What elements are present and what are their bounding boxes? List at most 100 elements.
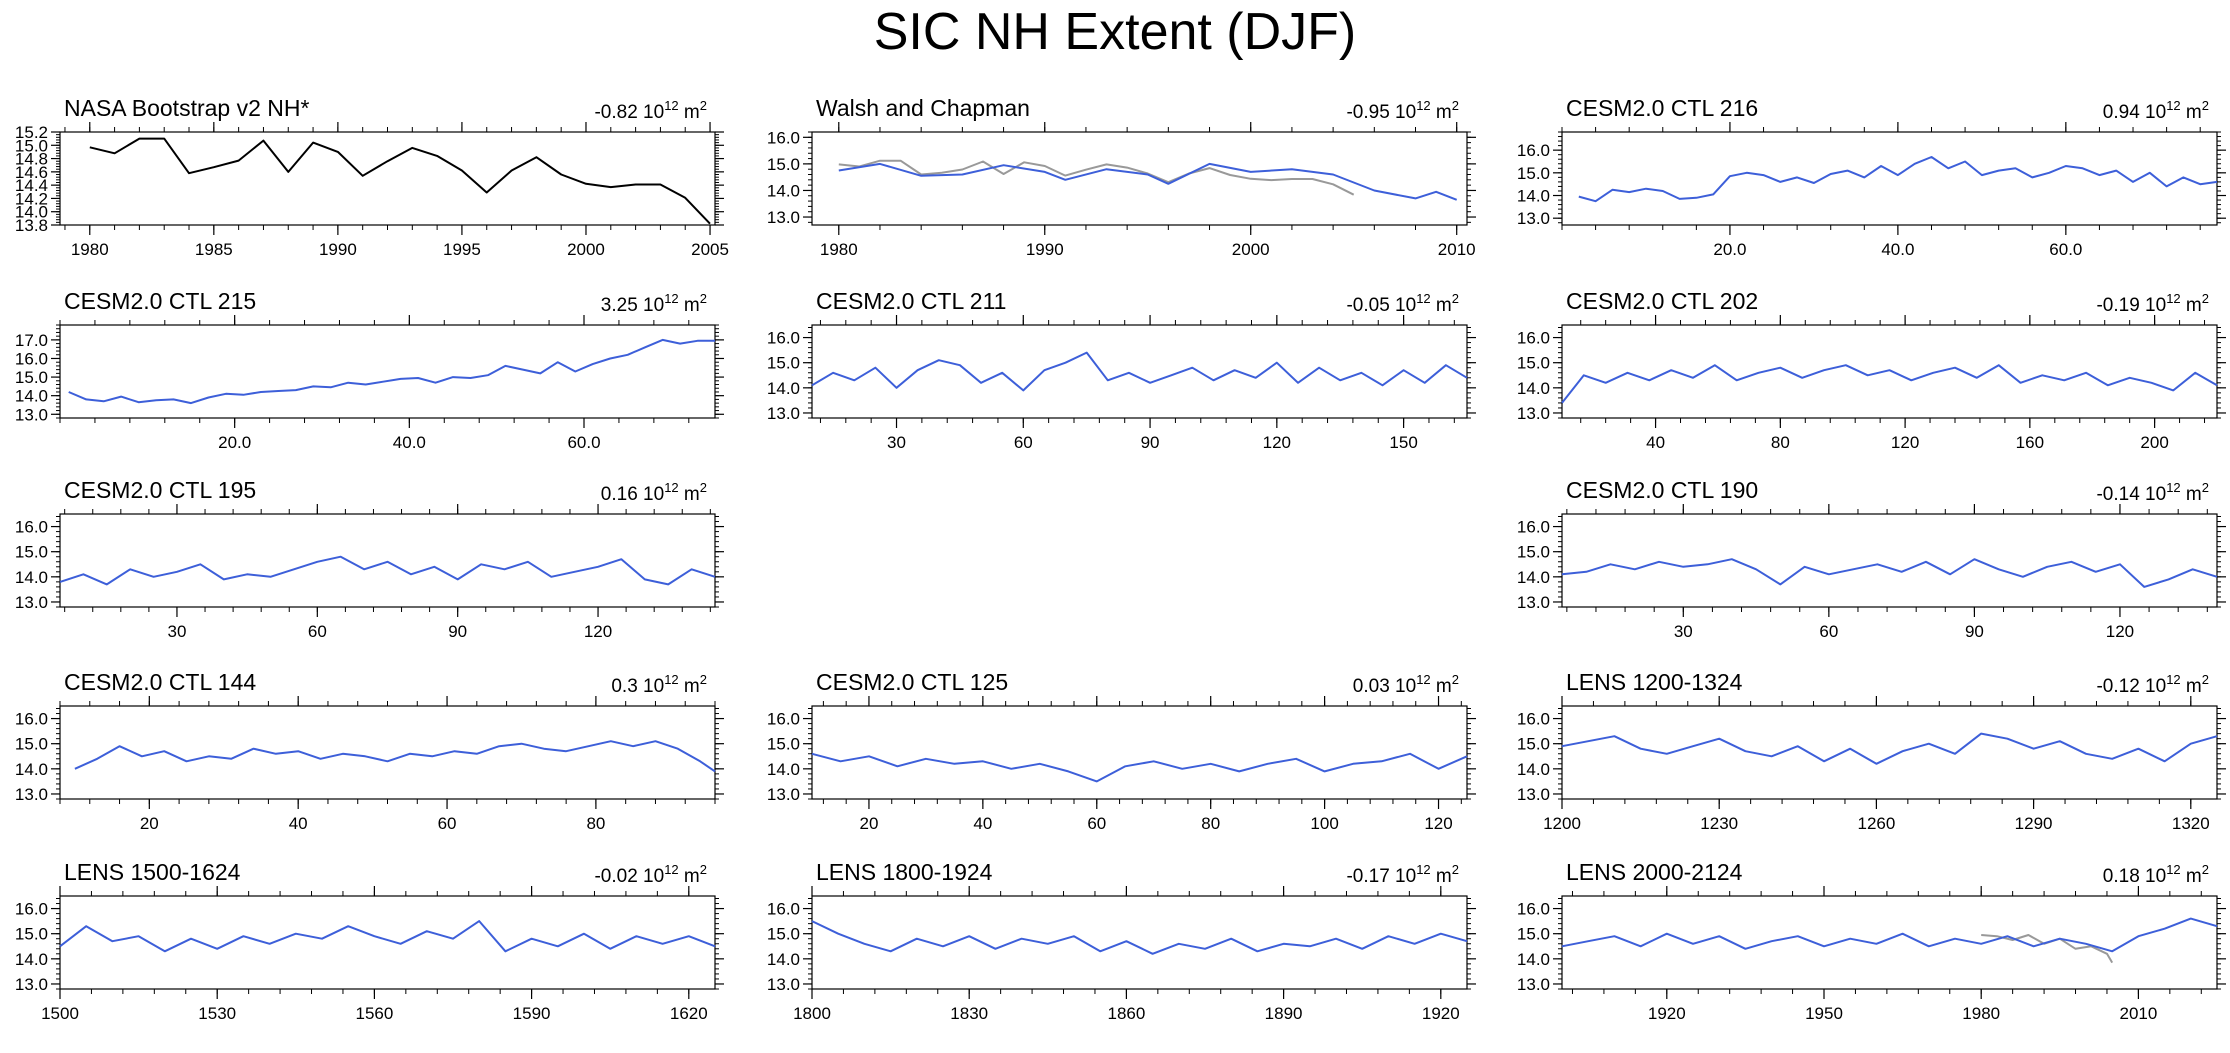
x-tick-label: 1530 xyxy=(198,1004,236,1023)
series-line xyxy=(1578,156,2218,203)
x-tick-label: 150 xyxy=(1389,433,1417,452)
chart-panel: CESM2.0 CTL 144 0.3 1012 m2 20 40 60 80 13.0 14… xyxy=(15,669,724,833)
y-tick-label: 14.0 xyxy=(1517,187,1550,206)
x-tick-label: 200 xyxy=(2140,433,2168,452)
x-tick-label: 1980 xyxy=(820,240,858,259)
trend-value: -0.19 xyxy=(2096,295,2145,316)
y-tick-label: 16.0 xyxy=(1517,518,1550,537)
trend-unit-m: m xyxy=(2181,295,2202,316)
y-tick-label: 14.0 xyxy=(767,181,800,200)
y-tick-label: 16.0 xyxy=(15,900,48,919)
plot-frame xyxy=(811,324,1468,419)
chart-panel: CESM2.0 CTL 215 3.25 1012 m2 20.0 40.0 60.0 1… xyxy=(15,288,724,452)
x-tick-label: 1830 xyxy=(950,1004,988,1023)
trend-unit-exp: 2 xyxy=(2202,480,2209,495)
trend-unit: 10 xyxy=(2145,676,2166,697)
chart-panel: CESM2.0 CTL 195 0.16 1012 m2 30 60 90 120 13.0… xyxy=(15,477,724,641)
y-tick-label: 14.6 xyxy=(15,163,48,182)
plot-frame xyxy=(811,705,1468,800)
x-tick-label: 60 xyxy=(438,814,457,833)
y-tick-label: 14.2 xyxy=(15,189,48,208)
series-line xyxy=(838,162,1458,201)
y-tick-label: 15.0 xyxy=(1517,543,1550,562)
y-tick-label: 16.0 xyxy=(767,710,800,729)
x-tick-label: 1860 xyxy=(1107,1004,1145,1023)
trend-unit: 10 xyxy=(2145,484,2166,505)
panel-title: CESM2.0 CTL 144 xyxy=(64,669,256,695)
x-tick-label: 20.0 xyxy=(218,433,251,452)
trend-label: -0.82 1012 m2 xyxy=(594,98,707,123)
series-line xyxy=(811,752,1468,783)
trend-label: -0.05 1012 m2 xyxy=(1346,291,1459,316)
trend-unit-exp: 2 xyxy=(2202,672,2209,687)
trend-unit: 10 xyxy=(1395,866,1416,887)
x-tick-label: 1290 xyxy=(2015,814,2053,833)
trend-exponent: 12 xyxy=(2166,291,2180,306)
trend-value: -0.02 xyxy=(594,866,643,887)
trend-exponent: 12 xyxy=(1416,672,1430,687)
y-tick-label: 14.0 xyxy=(767,950,800,969)
trend-value: -0.12 xyxy=(2096,676,2145,697)
y-tick-label: 15.0 xyxy=(1517,925,1550,944)
y-tick-label: 13.0 xyxy=(767,785,800,804)
trend-unit-exp: 2 xyxy=(1452,98,1459,113)
trend-unit-exp: 2 xyxy=(1452,291,1459,306)
trend-unit-exp: 2 xyxy=(700,862,707,877)
trend-unit: 10 xyxy=(1395,102,1416,123)
trend-exponent: 12 xyxy=(664,98,678,113)
y-tick-label: 15.0 xyxy=(767,925,800,944)
trend-label: -0.12 1012 m2 xyxy=(2096,672,2209,697)
chart-panel: CESM2.0 CTL 211 -0.05 1012 m2 30 60 90 120 150… xyxy=(767,288,1476,452)
trend-unit: 10 xyxy=(1395,295,1416,316)
x-tick-label: 160 xyxy=(2016,433,2044,452)
trend-unit-m: m xyxy=(2181,102,2202,123)
x-tick-label: 1890 xyxy=(1265,1004,1303,1023)
trend-value: 0.16 xyxy=(601,484,643,505)
x-tick-label: 120 xyxy=(1891,433,1919,452)
y-tick-label: 14.0 xyxy=(1517,379,1550,398)
y-tick-label: 13.0 xyxy=(1517,209,1550,228)
x-tick-label: 100 xyxy=(1310,814,1338,833)
trend-value: 0.3 xyxy=(611,676,643,697)
x-tick-label: 2010 xyxy=(1438,240,1476,259)
x-tick-label: 1200 xyxy=(1543,814,1581,833)
x-tick-label: 20 xyxy=(859,814,878,833)
trend-unit: 10 xyxy=(2145,866,2166,887)
series-line xyxy=(838,159,1355,196)
trend-unit-m: m xyxy=(1431,102,1452,123)
x-tick-label: 1500 xyxy=(41,1004,79,1023)
y-tick-label: 13.0 xyxy=(15,593,48,612)
trend-label: 0.16 1012 m2 xyxy=(601,480,707,505)
trend-unit-exp: 2 xyxy=(700,291,707,306)
x-tick-label: 80 xyxy=(1771,433,1790,452)
chart-panel: CESM2.0 CTL 190 -0.14 1012 m2 30 60 90 120 13.… xyxy=(1517,477,2226,641)
trend-label: -0.14 1012 m2 xyxy=(2096,480,2209,505)
series-line xyxy=(59,555,716,586)
series-line xyxy=(68,338,715,405)
x-tick-label: 1980 xyxy=(71,240,109,259)
plot-frame xyxy=(59,513,716,608)
y-tick-label: 15.0 xyxy=(15,543,48,562)
x-tick-label: 120 xyxy=(2106,622,2134,641)
trend-label: 0.3 1012 m2 xyxy=(611,672,707,697)
trend-value: -0.05 xyxy=(1346,295,1395,316)
trend-value: -0.14 xyxy=(2096,484,2145,505)
trend-exponent: 12 xyxy=(1416,98,1430,113)
series-line xyxy=(89,137,711,225)
chart-panel: CESM2.0 CTL 202 -0.19 1012 m2 40 80 120 160 20… xyxy=(1517,288,2226,452)
trend-label: -0.19 1012 m2 xyxy=(2096,291,2209,316)
plot-frame xyxy=(1561,131,2218,226)
y-tick-label: 15.0 xyxy=(15,368,48,387)
trend-exponent: 12 xyxy=(664,291,678,306)
series-line xyxy=(59,920,716,953)
plot-frame xyxy=(811,131,1468,226)
trend-unit-m: m xyxy=(1431,676,1452,697)
trend-unit: 10 xyxy=(643,866,664,887)
panel-title: CESM2.0 CTL 215 xyxy=(64,288,256,314)
x-tick-label: 1590 xyxy=(513,1004,551,1023)
trend-value: 0.94 xyxy=(2103,102,2145,123)
y-tick-label: 14.0 xyxy=(1517,760,1550,779)
x-tick-label: 40 xyxy=(289,814,308,833)
x-tick-label: 60.0 xyxy=(2049,240,2082,259)
x-tick-label: 80 xyxy=(1201,814,1220,833)
